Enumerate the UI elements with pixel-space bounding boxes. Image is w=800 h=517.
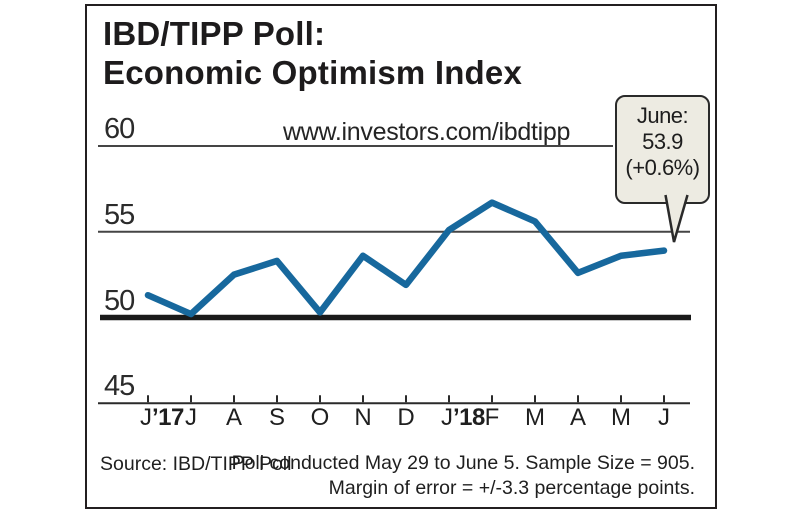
month-letter: F <box>484 404 500 431</box>
month-letter: A <box>225 404 242 431</box>
callout-pointer <box>664 192 689 243</box>
y-axis-label-60: 60 <box>104 113 135 145</box>
x-axis-label-5: O <box>298 406 342 430</box>
y-axis-label-55: 55 <box>104 198 135 231</box>
callout-change: (+0.6%) <box>625 155 700 180</box>
x-axis-label-7: D <box>384 406 428 430</box>
x-axis-label-2: J <box>169 406 213 430</box>
x-axis-label-6: N <box>341 406 385 430</box>
poll-methodology-line1: Poll conducted May 29 to June 5. Sample … <box>231 452 695 474</box>
callout-month: June: <box>636 103 689 128</box>
month-letter: J <box>185 404 197 431</box>
x-axis-label-1: J’17 <box>140 406 184 430</box>
x-axis-label-3: A <box>212 406 256 430</box>
month-letter: S <box>268 404 285 431</box>
callout-pointer-fill <box>665 192 688 242</box>
callout-bubble: June: 53.9 (+0.6%) <box>615 95 710 204</box>
y-axis-label-45: 45 <box>104 370 135 403</box>
month-letter: O <box>310 404 330 431</box>
y-axis-label-50: 50 <box>104 284 135 317</box>
x-axis-label-10: M <box>513 406 557 430</box>
poll-methodology-note: Poll conducted May 29 to June 5. Sample … <box>232 451 695 501</box>
x-axis-label-13: J <box>642 406 686 430</box>
chart-title-line1: IBD/TIPP Poll: <box>103 15 326 52</box>
x-axis-label-12: M <box>599 406 643 430</box>
month-letter: M <box>611 404 631 431</box>
month-letter: J <box>658 404 670 431</box>
chart-title: IBD/TIPP Poll: Economic Optimism Index <box>103 14 522 92</box>
month-letter: A <box>569 404 586 431</box>
month-letter: J <box>140 404 152 431</box>
poll-methodology-line2: Margin of error = +/-3.3 percentage poin… <box>328 477 695 499</box>
optimism-index-line <box>144 199 668 318</box>
x-axis-label-11: A <box>556 406 600 430</box>
month-letter: N <box>354 404 372 431</box>
x-axis-label-8: J’18 <box>441 406 485 430</box>
source-attribution: Source: IBD/TIPP Poll <box>100 453 292 475</box>
chart-title-line2: Economic Optimism Index <box>103 54 523 91</box>
x-axis-label-9: F <box>470 406 514 430</box>
year-label: ’17 <box>152 404 184 431</box>
callout-value: 53.9 <box>642 129 683 154</box>
month-letter: D <box>397 404 415 431</box>
year-label: ’18 <box>453 404 485 431</box>
x-axis-label-4: S <box>255 406 299 430</box>
callout-pointer-outline <box>664 194 689 243</box>
month-letter: J <box>441 404 453 431</box>
month-letter: M <box>525 404 545 431</box>
website-url: www.investors.com/ibdtipp <box>283 118 571 146</box>
